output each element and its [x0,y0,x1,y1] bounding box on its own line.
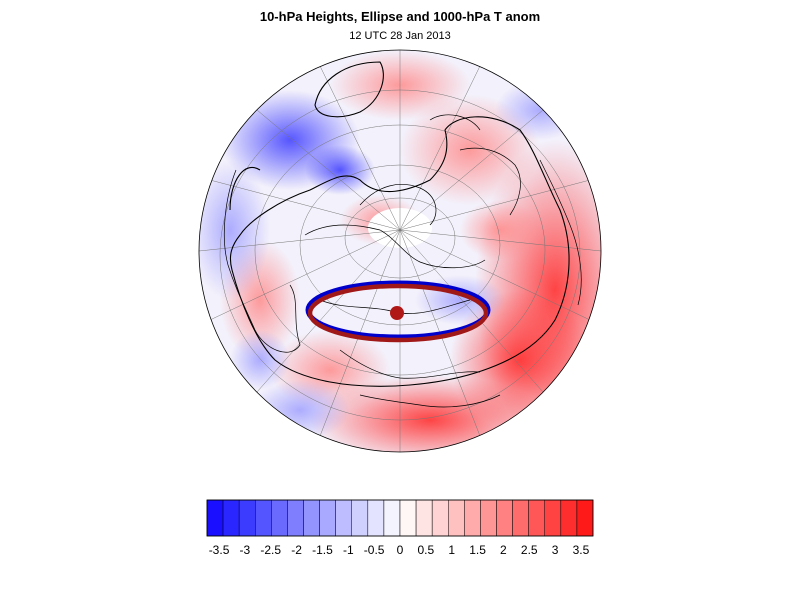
colorbar-cell [367,499,385,537]
ellipse-blue [305,280,491,340]
colorbar-tick-label: 2.5 [520,543,538,557]
colorbar-tick-label: 1.5 [469,543,486,557]
colorbar-cell [383,499,401,537]
colorbar-tick-label: 2 [500,543,507,557]
colorbar-tick-label: -1.5 [312,543,333,557]
colorbar-tick-label: 0.5 [417,543,435,557]
colorbar-cell [271,499,288,537]
colorbar-tick-label: 3.5 [572,543,590,557]
map-title: 10-hPa Heights, Ellipse and 1000-hPa T a… [259,9,541,24]
colorbar-cell [255,499,272,537]
colorbar-cell [303,499,320,537]
colorbar-tick-label: -2 [291,543,302,557]
colorbar-cell [238,499,256,537]
colorbar-cell [399,499,417,537]
ellipse-center-marker [390,306,404,320]
globe-outline [198,49,602,453]
colorbar-tick-label: -2.5 [260,543,282,557]
colorbar-cell [528,499,546,537]
height-contours [229,61,570,387]
colorbar-cell [351,499,369,537]
colorbar-cell [319,499,336,537]
colorbar-cell [206,499,224,537]
colorbar-cell [222,499,240,537]
ellipse-red [307,283,489,343]
colorbar-tick-label: -3 [239,543,251,557]
colorbar-cell [431,499,449,537]
colorbar-cell [512,499,529,537]
colorbar-cell [448,499,465,537]
colorbar-tick-label: 1 [448,543,456,557]
colorbar-cell [415,499,433,537]
colorbar-cell [560,499,578,537]
colorbar-tick-label: -3.5 [208,543,230,557]
colorbar-cell [544,499,562,537]
colorbar-tick-label: -0.5 [363,543,385,557]
colorbar-tick-label: 0 [396,543,404,557]
colorbar-tick-label: -1 [342,543,354,557]
polar-map [198,49,602,453]
colorbar-cell [480,499,497,537]
colorbar-cell [287,499,304,537]
colorbar-tick-label: 3 [551,543,559,557]
colorbar [206,499,594,537]
colorbar-cell [335,499,352,537]
colorbar-cell [496,499,513,537]
colorbar-cell [576,499,594,537]
colorbar-cell [464,499,481,537]
map-subtitle: 12 UTC 28 Jan 2013 [349,30,451,42]
